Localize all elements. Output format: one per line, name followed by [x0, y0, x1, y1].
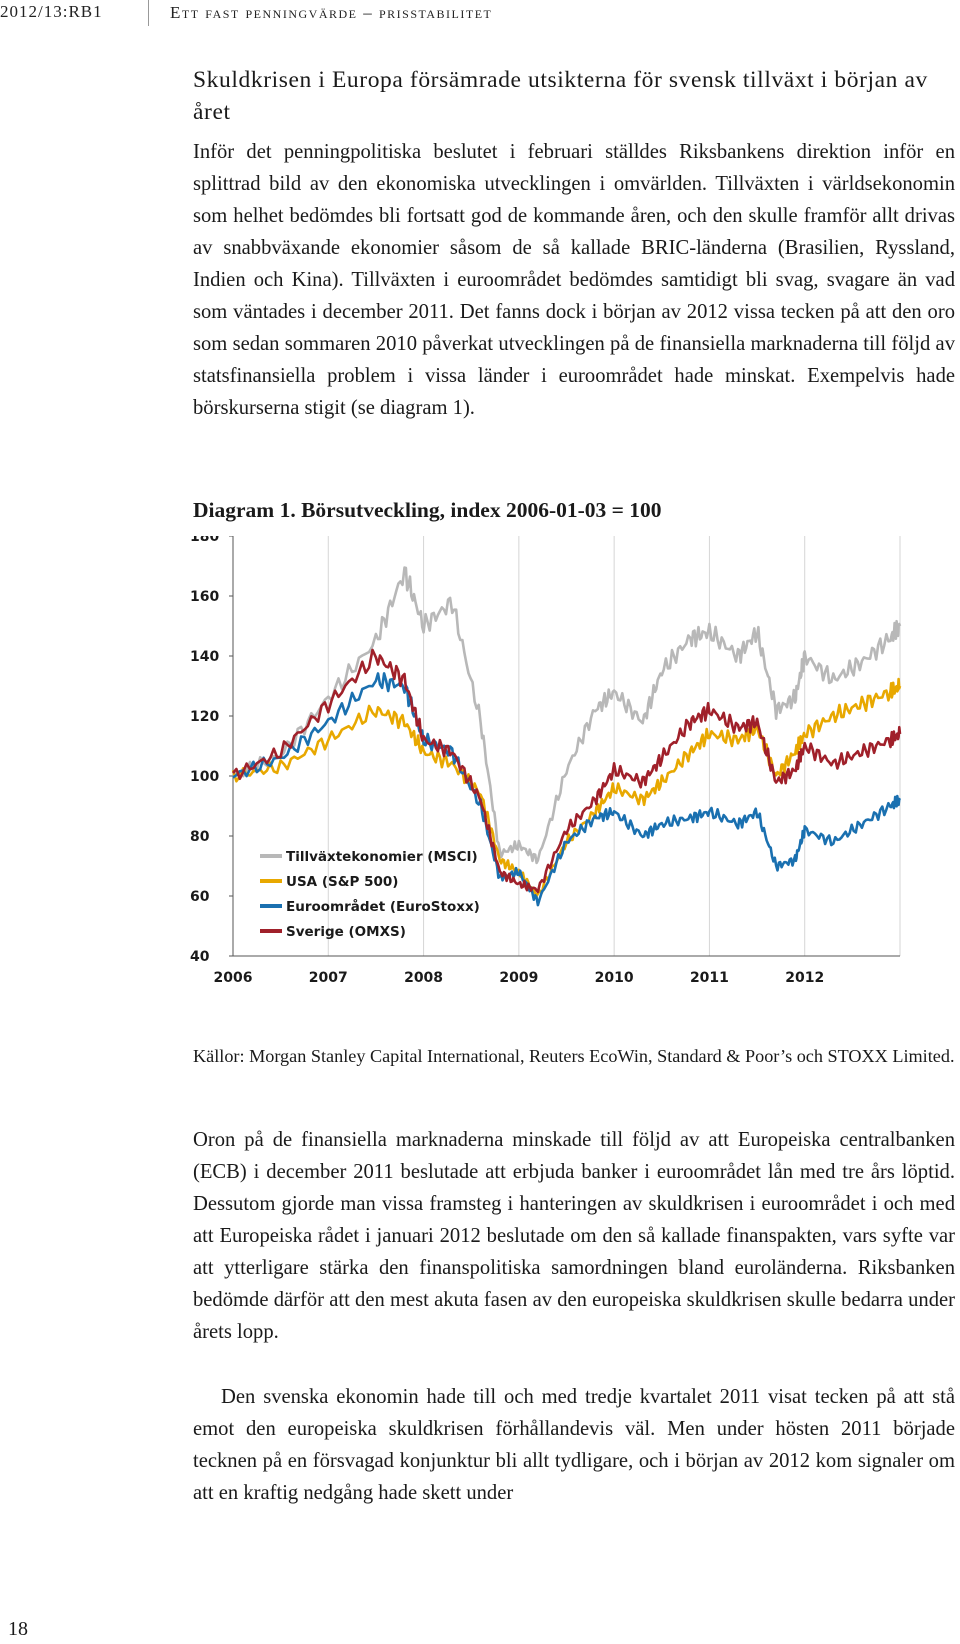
series-line-0	[232, 566, 902, 865]
legend-label-2: Euroområdet (EuroStoxx)	[286, 898, 480, 915]
chart-series	[231, 566, 902, 907]
series-line-2	[232, 672, 902, 907]
chart-legend: Tillväxtekonomier (MSCI) USA (S&P 500) Eur…	[260, 849, 480, 940]
section-subheading: Skuldkrisen i Europa försämrade utsikter…	[193, 67, 928, 125]
y-tick-label-60: 60	[190, 889, 210, 905]
running-title: Ett fast penningvärde – prisstabilitet	[170, 3, 493, 22]
running-header: 2012/13:RB1 Ett fast penningvärde – pris…	[0, 0, 960, 26]
y-tick-label-40: 40	[190, 949, 210, 965]
x-tick-label-2009: 2009	[499, 970, 538, 986]
legend-label-3: Sverige (OMXS)	[286, 924, 406, 940]
y-tick-label-100: 100	[190, 769, 219, 785]
series-line-1	[231, 677, 902, 898]
report-reference: 2012/13:RB1	[0, 2, 103, 21]
legend-label-1: USA (S&P 500)	[286, 874, 398, 890]
body-paragraph-3: Den svenska ekonomin hade till och med t…	[193, 1386, 955, 1504]
x-tick-label-2010: 2010	[595, 970, 634, 986]
body-paragraph-2: Oron på de finansiella marknaderna minsk…	[193, 1129, 955, 1343]
x-tick-label-2012: 2012	[785, 970, 824, 986]
y-tick-label-80: 80	[190, 829, 210, 845]
x-tick-label-2011: 2011	[690, 970, 729, 986]
header-divider	[148, 0, 149, 26]
chart-axes: 2006 2007 2008 2009 2010 2011 2012 180 160 140 120…	[190, 536, 900, 986]
x-tick-label-2007: 2007	[309, 970, 348, 986]
body-paragraph-1: Inför det penningpolitiska beslutet i fe…	[193, 141, 955, 419]
legend-label-0: Tillväxtekonomier (MSCI)	[286, 849, 478, 865]
chart-source-note: Källor: Morgan Stanley Capital Internati…	[193, 1046, 955, 1066]
x-tick-label-2008: 2008	[404, 970, 443, 986]
y-tick-label-180: 180	[190, 536, 219, 545]
stock-index-chart: 2006 2007 2008 2009 2010 2011 2012 180 160 140 120…	[190, 536, 902, 986]
y-tick-label-160: 160	[190, 589, 219, 605]
page-number: 18	[8, 1618, 28, 1640]
y-tick-label-140: 140	[190, 649, 219, 665]
x-tick-label-2006: 2006	[214, 970, 253, 986]
series-line-3	[231, 648, 902, 894]
diagram-title: Diagram 1. Börsutveckling, index 2006-01…	[193, 498, 662, 522]
y-tick-label-120: 120	[190, 709, 219, 725]
